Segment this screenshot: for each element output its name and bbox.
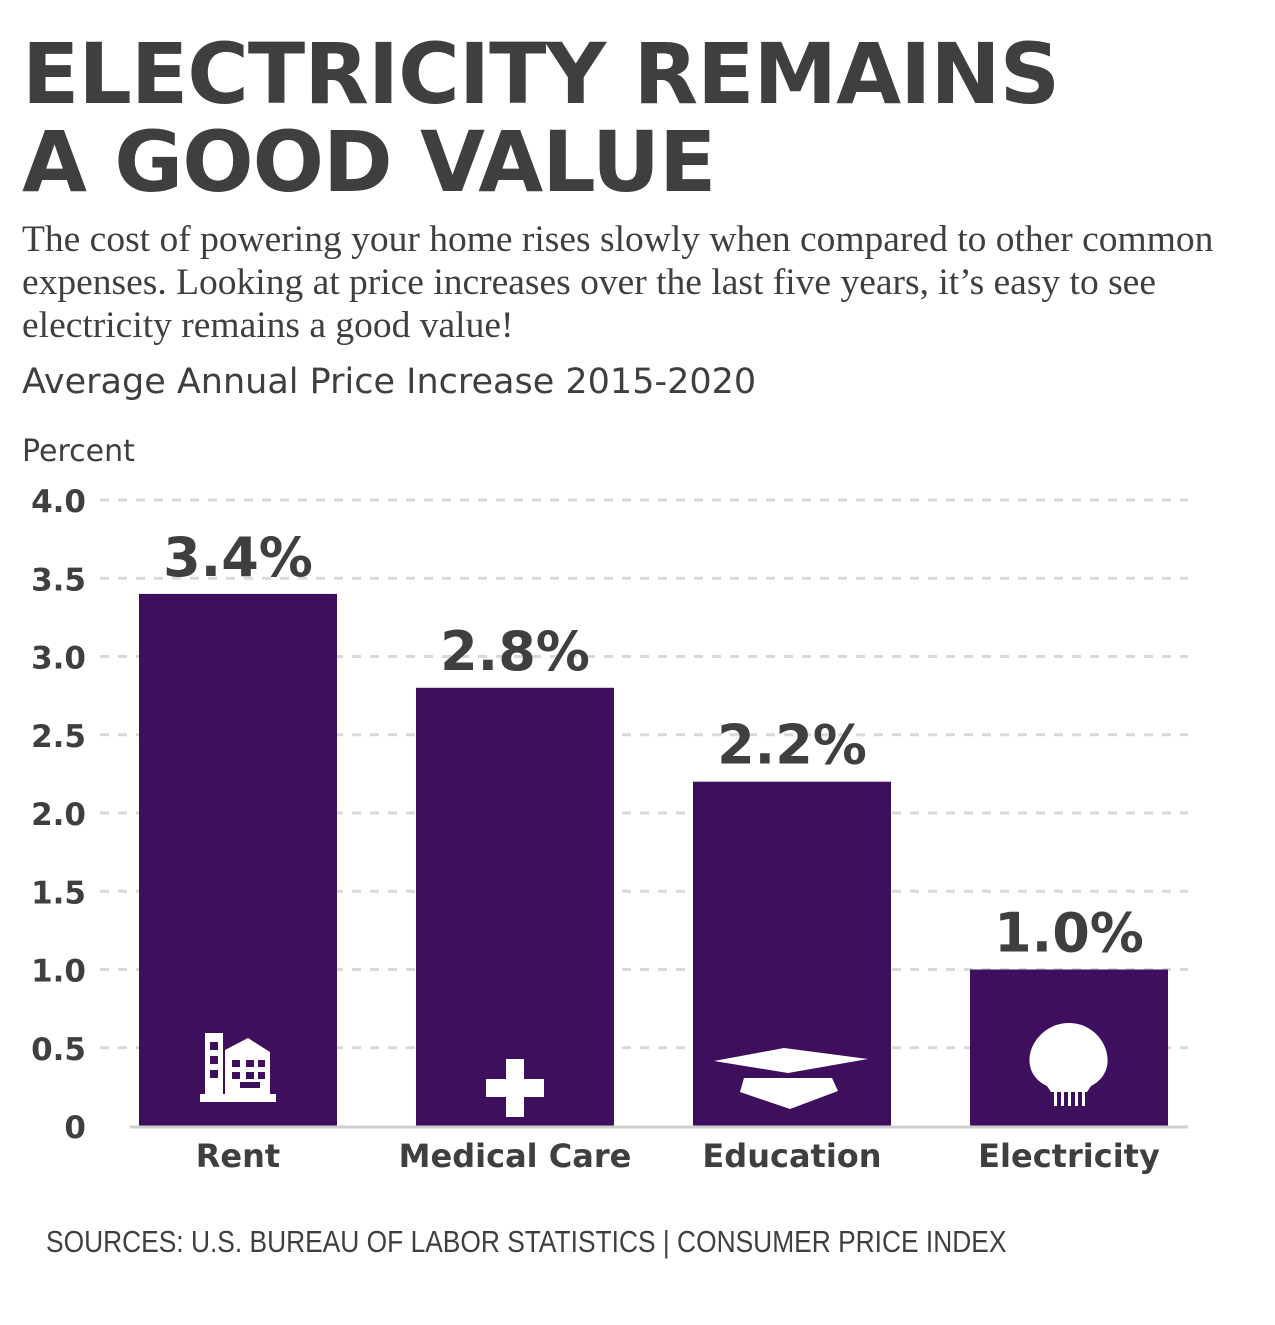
source-note: SOURCES: U.S. BUREAU OF LABOR STATISTICS… <box>46 1224 1007 1259</box>
y-tick-label: 3.5 <box>31 562 86 598</box>
bar-chart: 0 0.5 1.0 1.5 2.0 2.5 3.0 3.5 4.0 3.4% 2.8% 2.2% 1.… <box>31 484 1188 1175</box>
y-tick-label: 2.0 <box>31 797 86 833</box>
headline: ELECTRICITY REMAINS A GOOD VALUE <box>22 30 1262 206</box>
bar-value-label: 2.8% <box>440 620 590 683</box>
headline-line-2: A GOOD VALUE <box>22 113 716 211</box>
x-axis-labels: Rent Medical Care Education Electricity <box>196 1137 1160 1175</box>
x-category-label: Rent <box>196 1137 280 1175</box>
graduation-cap-icon <box>714 1048 868 1109</box>
y-axis-ticks: 0 0.5 1.0 1.5 2.0 2.5 3.0 3.5 4.0 <box>31 484 86 1146</box>
bar <box>139 593 337 1126</box>
intro-text: The cost of powering your home rises slo… <box>22 219 1214 346</box>
y-tick-label: 0 <box>64 1110 86 1146</box>
headline-line-1: ELECTRICITY REMAINS <box>22 25 1060 123</box>
bars: 3.4% 2.8% 2.2% 1.0% <box>139 526 1168 1126</box>
y-tick-label: 2.5 <box>31 719 86 755</box>
bar-group: 1.0% <box>970 902 1168 1126</box>
bar-value-label: 3.4% <box>163 526 313 589</box>
x-category-label: Medical Care <box>399 1137 632 1175</box>
light-bulb-icon <box>1029 1023 1108 1106</box>
y-tick-label: 3.0 <box>31 641 86 677</box>
bar-group: 3.4% <box>139 526 337 1126</box>
y-tick-label: 0.5 <box>31 1032 86 1068</box>
bar-value-label: 2.2% <box>717 714 867 777</box>
bar <box>693 781 891 1126</box>
chart-title: Average Annual Price Increase 2015-2020 <box>22 362 757 402</box>
y-tick-label: 1.5 <box>31 875 86 911</box>
y-axis-unit-label: Percent <box>22 434 135 469</box>
bar-group: 2.8% <box>416 620 614 1126</box>
building-icon <box>200 1033 276 1102</box>
y-tick-label: 4.0 <box>31 484 86 520</box>
bar-group: 2.2% <box>693 714 891 1126</box>
bar-value-label: 1.0% <box>994 902 1144 965</box>
x-category-label: Education <box>702 1137 881 1175</box>
bar <box>416 687 614 1126</box>
y-tick-label: 1.0 <box>31 954 86 990</box>
x-category-label: Electricity <box>978 1137 1160 1175</box>
medical-cross-icon <box>486 1059 544 1117</box>
